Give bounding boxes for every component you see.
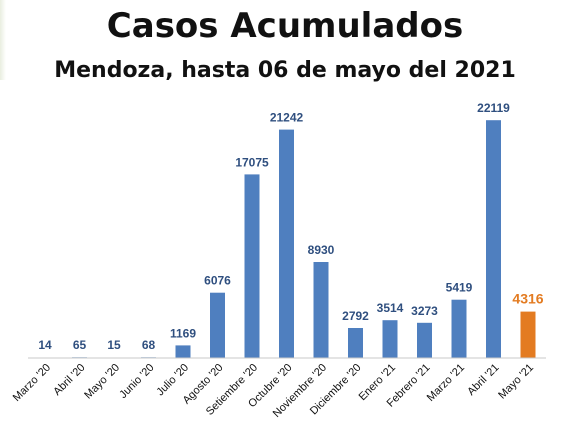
value-label-7: 21242 bbox=[270, 111, 304, 125]
value-label-8: 8930 bbox=[308, 243, 335, 257]
value-label-9: 2792 bbox=[342, 309, 369, 323]
value-label-4: 1169 bbox=[170, 326, 196, 340]
value-label-12: 5419 bbox=[446, 281, 473, 295]
value-label-14: 4316 bbox=[512, 291, 543, 307]
x-tick-label-14: Mayo '21 bbox=[496, 362, 536, 402]
value-label-10: 3514 bbox=[377, 301, 404, 315]
x-tick-label-12: Marzo '21 bbox=[425, 362, 467, 404]
bar-5 bbox=[210, 292, 225, 358]
value-label-11: 3273 bbox=[411, 304, 438, 318]
bar-14 bbox=[520, 311, 536, 358]
bar-8 bbox=[313, 262, 329, 358]
value-label-13: 22119 bbox=[477, 101, 510, 115]
bar-11 bbox=[417, 322, 432, 358]
value-label-2: 15 bbox=[107, 338, 121, 352]
bar-7 bbox=[279, 129, 294, 358]
bar-group bbox=[37, 120, 536, 358]
bar-4 bbox=[175, 345, 191, 358]
x-tick-label-3: Junio '20 bbox=[117, 362, 156, 401]
value-label-5: 6076 bbox=[204, 274, 231, 288]
bar-12 bbox=[451, 299, 467, 358]
value-label-0: 14 bbox=[38, 338, 52, 352]
chart-subtitle: Mendoza, hasta 06 de mayo del 2021 bbox=[54, 58, 516, 83]
value-label-1: 65 bbox=[73, 338, 87, 352]
bar-13 bbox=[486, 120, 501, 358]
value-label-group: 14 65 15 68 1169 6076 17075 21242 8930 2792 3514 32… bbox=[38, 101, 543, 352]
page-edge-decoration bbox=[0, 0, 6, 80]
bar-9 bbox=[348, 328, 363, 358]
chart-title: Casos Acumulados bbox=[106, 6, 464, 46]
bar-6 bbox=[244, 174, 260, 358]
x-tick-label-0: Marzo '20 bbox=[11, 362, 53, 404]
value-label-3: 68 bbox=[142, 338, 156, 352]
bar-10 bbox=[382, 320, 398, 358]
x-tick-label-2: Mayo '20 bbox=[82, 362, 122, 402]
value-label-6: 17075 bbox=[235, 155, 269, 169]
